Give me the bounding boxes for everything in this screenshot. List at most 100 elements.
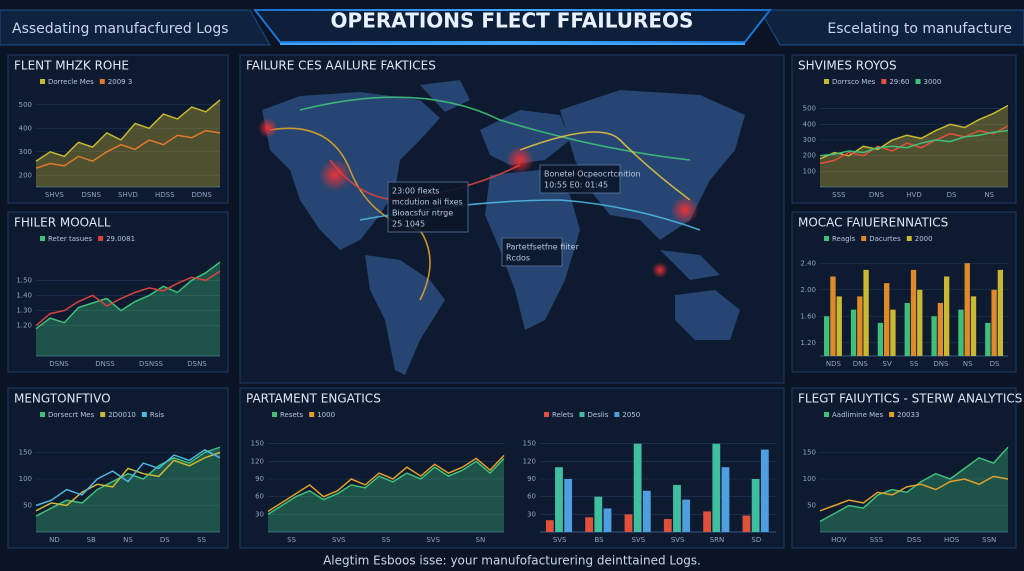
bar [673, 484, 681, 532]
x-tick-label: SHVD [118, 191, 138, 199]
bar [985, 322, 991, 356]
x-tick-label: SVS [671, 536, 685, 544]
legend-label: Reagls [832, 235, 856, 243]
x-tick-label: SVS [426, 536, 440, 544]
line [35, 446, 221, 517]
header-right-frame [759, 9, 1024, 46]
indonesia [660, 250, 720, 280]
legend-swatch [40, 79, 45, 84]
tooltip-box [539, 164, 621, 194]
legend-label: 2D0010 [108, 411, 136, 419]
y-tick-label: 30 [527, 510, 536, 518]
tooltip-text: Partetfsetfne fiiter [506, 243, 580, 252]
bar [964, 263, 970, 356]
x-tick-label: DSNS [49, 360, 69, 368]
bar [884, 283, 890, 356]
hotspot [506, 146, 534, 174]
y-tick-label: 60 [527, 493, 536, 501]
y-tick-label: 150 [251, 440, 264, 448]
x-tick-label: HVD [906, 191, 921, 199]
legend-label: 3000 [924, 78, 942, 86]
bar [877, 322, 884, 356]
y-tick-label: 100 [803, 475, 816, 483]
x-tick-label: SVS [631, 536, 645, 544]
legend-label: Aadlimine Mes [832, 411, 883, 419]
hotspot [319, 159, 351, 191]
x-tick-label: SN [476, 536, 486, 544]
bar [703, 511, 712, 532]
bar [663, 519, 672, 532]
x-tick-label: SSS [832, 191, 846, 199]
area [820, 105, 1008, 187]
tooltip-box [501, 237, 563, 267]
line [819, 104, 1009, 160]
y-tick-label: 50 [23, 502, 32, 510]
y-tick-label: 1.40 [16, 291, 32, 299]
bar [682, 499, 691, 532]
tooltip-text: Bioacsfur ntrge [392, 209, 453, 218]
x-tick-label: SSS [870, 536, 884, 544]
x-tick-label: DSNS [187, 360, 207, 368]
bar [836, 296, 842, 356]
x-tick-label: ND [49, 536, 60, 544]
legend-swatch [309, 412, 315, 417]
bar [712, 443, 721, 532]
panel-title: SHVIMES ROYOS [798, 59, 897, 73]
bar [585, 517, 594, 532]
hotspot [652, 262, 668, 278]
legend-label: Reter tasues [48, 235, 92, 243]
bar [931, 316, 937, 356]
bar [937, 303, 944, 356]
x-tick-label: DSS [907, 536, 922, 544]
panel-title: FLENT MHZK ROHE [14, 59, 129, 73]
y-tick-label: 100 [19, 475, 32, 483]
bar [633, 443, 642, 532]
y-tick-label: 50 [807, 502, 816, 510]
area [36, 262, 220, 356]
y-tick-label: 90 [255, 475, 264, 483]
legend-swatch [40, 236, 45, 241]
line [819, 475, 1009, 512]
legend-swatch [272, 412, 277, 417]
south-america [365, 255, 445, 375]
y-tick-label: 2.40 [800, 259, 816, 267]
x-tick-label: DNS [869, 191, 885, 199]
bar [997, 269, 1004, 356]
legend-label: 29.0081 [106, 235, 135, 243]
bar [564, 479, 573, 532]
panel-title: FAILURE CES AAILURE FAKTICES [246, 59, 436, 73]
y-tick-label: 1.20 [800, 339, 816, 347]
bar [904, 303, 910, 356]
area [268, 458, 504, 532]
y-tick-label: 30 [255, 510, 264, 518]
legend-swatch [861, 236, 867, 241]
y-tick-label: 400 [803, 120, 816, 128]
y-tick-label: 90 [527, 475, 536, 483]
legend-swatch [889, 412, 895, 417]
x-tick-label: DNS [933, 360, 949, 368]
y-tick-label: 200 [803, 152, 816, 160]
x-tick-label: DS [990, 360, 1000, 368]
panel-title: FLEGT FAIUYTICS - STERW ANALYTICS [798, 392, 1022, 406]
legend-swatch [824, 79, 829, 84]
x-tick-label: NS [984, 191, 994, 199]
y-tick-label: 2.00 [800, 286, 816, 294]
x-tick-label: BS [594, 536, 604, 544]
legend-swatch [100, 412, 106, 417]
legend-label: 2000 [915, 235, 933, 243]
x-tick-label: DNSS [95, 360, 115, 368]
x-tick-label: SS [197, 536, 206, 544]
legend-label: 1000 [317, 411, 335, 419]
x-tick-label: SS [910, 360, 919, 368]
x-tick-label: DS [947, 191, 957, 199]
bar [917, 289, 923, 356]
legend-swatch [141, 412, 147, 417]
area [36, 447, 220, 532]
y-tick-label: 1.60 [800, 312, 816, 320]
y-tick-label: 300 [19, 148, 32, 156]
legend-swatch [40, 412, 45, 417]
legend-swatch [579, 412, 585, 417]
line [267, 454, 505, 513]
tooltip-text: 23:00 flexts [392, 187, 439, 196]
legend-label: Dorrsco Mes [832, 78, 876, 86]
